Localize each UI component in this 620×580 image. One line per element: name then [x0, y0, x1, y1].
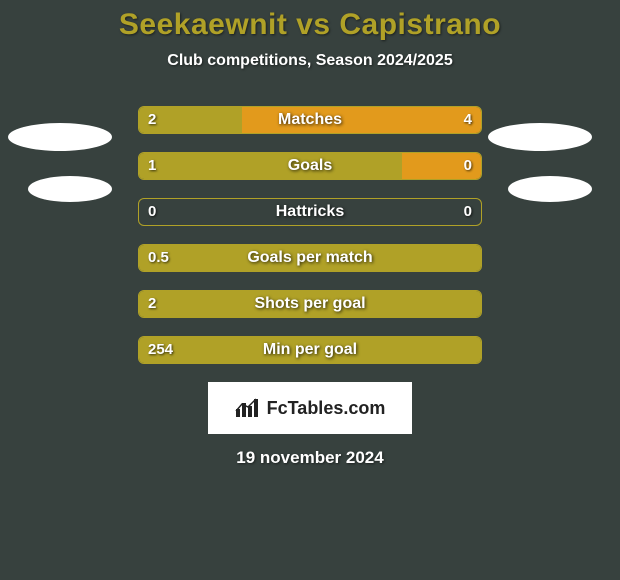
bar-left	[139, 337, 481, 363]
bar-track	[138, 106, 482, 134]
date-label: 19 november 2024	[0, 448, 620, 468]
page-title: Seekaewnit vs Capistrano	[0, 0, 620, 42]
value-right: 0	[464, 198, 472, 226]
comparison-row: 24Matches	[138, 106, 482, 134]
value-left: 2	[148, 290, 156, 318]
bar-track	[138, 152, 482, 180]
bar-track	[138, 336, 482, 364]
value-left: 0.5	[148, 244, 169, 272]
bar-track	[138, 244, 482, 272]
side-ellipse	[28, 176, 112, 202]
value-left: 254	[148, 336, 173, 364]
bar-left	[139, 153, 402, 179]
comparison-row: 254Min per goal	[138, 336, 482, 364]
side-ellipse	[488, 123, 592, 151]
subtitle: Club competitions, Season 2024/2025	[0, 52, 620, 70]
comparison-row: 2Shots per goal	[138, 290, 482, 318]
bars-icon	[235, 397, 261, 419]
comparison-row: 10Goals	[138, 152, 482, 180]
value-left: 0	[148, 198, 156, 226]
watermark-text: FcTables.com	[267, 398, 386, 419]
side-ellipse	[8, 123, 112, 151]
bar-left	[139, 291, 481, 317]
comparison-row: 00Hattricks	[138, 198, 482, 226]
watermark: FcTables.com	[208, 382, 412, 434]
bar-left	[139, 245, 481, 271]
bar-track	[138, 290, 482, 318]
value-left: 1	[148, 152, 156, 180]
comparison-row: 0.5Goals per match	[138, 244, 482, 272]
side-ellipse	[508, 176, 592, 202]
bar-right	[242, 107, 481, 133]
bar-track	[138, 198, 482, 226]
value-right: 0	[464, 152, 472, 180]
value-right: 4	[464, 106, 472, 134]
value-left: 2	[148, 106, 156, 134]
comparison-widget: Seekaewnit vs Capistrano Club competitio…	[0, 0, 620, 580]
